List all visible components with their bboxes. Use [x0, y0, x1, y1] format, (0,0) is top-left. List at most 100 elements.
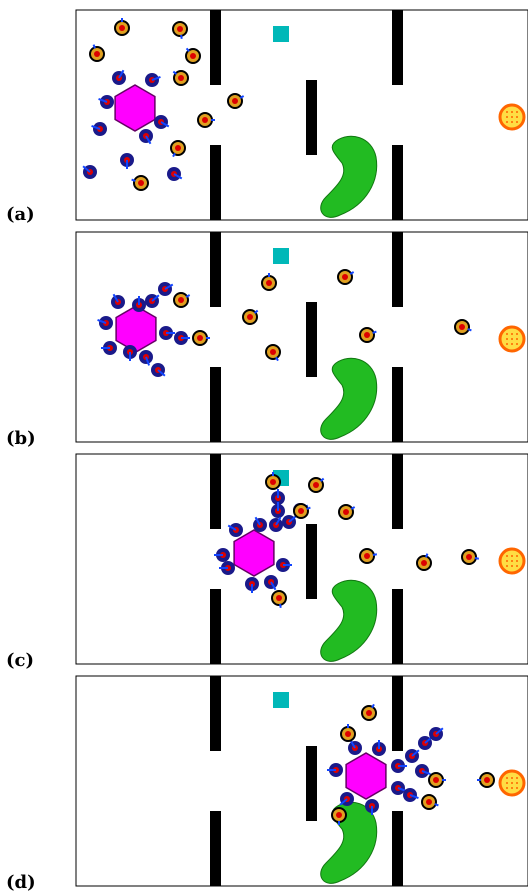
- robot-heading: [372, 330, 377, 334]
- robot-heading: [151, 75, 161, 81]
- goal-dot: [511, 333, 513, 335]
- goal-dot: [511, 787, 513, 789]
- wall-right-top: [392, 454, 403, 529]
- robot-heading: [435, 727, 444, 735]
- goal-dot: [516, 333, 518, 335]
- robot-core: [313, 482, 319, 488]
- robot-heading: [92, 44, 96, 49]
- robot-heading: [160, 121, 170, 128]
- robot-heading: [172, 70, 178, 75]
- robot-heading: [145, 356, 151, 366]
- robot-heading: [409, 794, 419, 800]
- robot-heading: [350, 506, 356, 510]
- robot-core: [342, 274, 348, 280]
- wall-left-top: [210, 676, 221, 751]
- wall-left-bottom: [210, 145, 221, 220]
- payload-hexagon: [345, 752, 387, 800]
- goal-dot: [506, 343, 508, 345]
- robot-heading: [253, 309, 259, 314]
- panel-b: [75, 231, 528, 443]
- wall-right-top: [392, 676, 403, 751]
- robot-core: [366, 710, 372, 716]
- robot-core: [426, 799, 432, 805]
- goal-dot: [511, 782, 513, 784]
- wall-right-bottom: [392, 367, 403, 442]
- goal-dot: [511, 116, 513, 118]
- robot-heading: [372, 553, 378, 556]
- robot-heading: [97, 318, 107, 324]
- robot-core: [247, 314, 253, 320]
- robot-core: [433, 777, 439, 783]
- robot-heading: [82, 165, 91, 173]
- robot-heading: [319, 477, 325, 482]
- robot-core: [177, 26, 183, 32]
- robot-heading: [275, 356, 279, 362]
- wall-right-top: [392, 232, 403, 307]
- robot-core: [266, 280, 272, 286]
- goal-dot: [516, 560, 518, 562]
- goal-dot: [506, 782, 508, 784]
- wall-middle: [306, 746, 317, 821]
- goal-dot: [511, 338, 513, 340]
- wall-left-bottom: [210, 589, 221, 664]
- wall-middle: [306, 302, 317, 377]
- robot-heading: [349, 271, 355, 275]
- goal-dot: [506, 777, 508, 779]
- goal-dot: [511, 555, 513, 557]
- robot-core: [270, 349, 276, 355]
- wall-middle: [306, 524, 317, 599]
- robot-core: [119, 25, 125, 31]
- obstacle-blob: [320, 135, 378, 218]
- robot-core: [197, 335, 203, 341]
- robot-heading: [467, 328, 472, 332]
- robot-heading: [227, 524, 237, 531]
- robot-heading: [411, 749, 420, 757]
- goal-dot: [516, 565, 518, 567]
- panel-frame: [75, 231, 528, 443]
- robot-core: [364, 332, 370, 338]
- wall-left-top: [210, 10, 221, 85]
- panel-label-d: (d): [6, 872, 36, 893]
- robot-core: [345, 731, 351, 737]
- robot-heading: [434, 803, 439, 807]
- goal-dot: [511, 111, 513, 113]
- goal-dot: [516, 777, 518, 779]
- goal-dot: [511, 777, 513, 779]
- goal-dot: [516, 116, 518, 118]
- panel-frame: [75, 9, 528, 221]
- goal-dot: [511, 121, 513, 123]
- robot-heading: [270, 581, 277, 591]
- robot-heading: [112, 293, 119, 303]
- robot-core: [336, 812, 342, 818]
- goal-dot: [516, 787, 518, 789]
- robot-heading: [118, 69, 125, 79]
- wall-left-bottom: [210, 367, 221, 442]
- target-marker: [273, 692, 289, 708]
- robot-heading: [421, 770, 431, 776]
- robot-heading: [131, 178, 136, 182]
- robot-heading: [145, 135, 152, 145]
- robot-core: [484, 777, 490, 783]
- goal-dot: [516, 343, 518, 345]
- goal-dot: [506, 560, 508, 562]
- goal-dot: [516, 555, 518, 557]
- robot-heading: [98, 97, 108, 103]
- robot-core: [364, 553, 370, 559]
- panel-label-a: (a): [6, 204, 35, 225]
- wall-middle: [306, 80, 317, 155]
- goal-dot: [516, 121, 518, 123]
- robot-heading: [173, 173, 183, 180]
- robot-core: [175, 145, 181, 151]
- target-marker: [273, 248, 289, 264]
- robot-core: [232, 98, 238, 104]
- robot-heading: [275, 516, 282, 526]
- goal-dot: [506, 565, 508, 567]
- robot-heading: [185, 47, 190, 53]
- panel-c: [75, 453, 528, 665]
- robot-heading: [306, 506, 311, 510]
- robot-heading: [164, 283, 174, 290]
- robot-heading: [180, 34, 183, 40]
- robot-heading: [425, 553, 429, 558]
- panel-d: [75, 675, 528, 887]
